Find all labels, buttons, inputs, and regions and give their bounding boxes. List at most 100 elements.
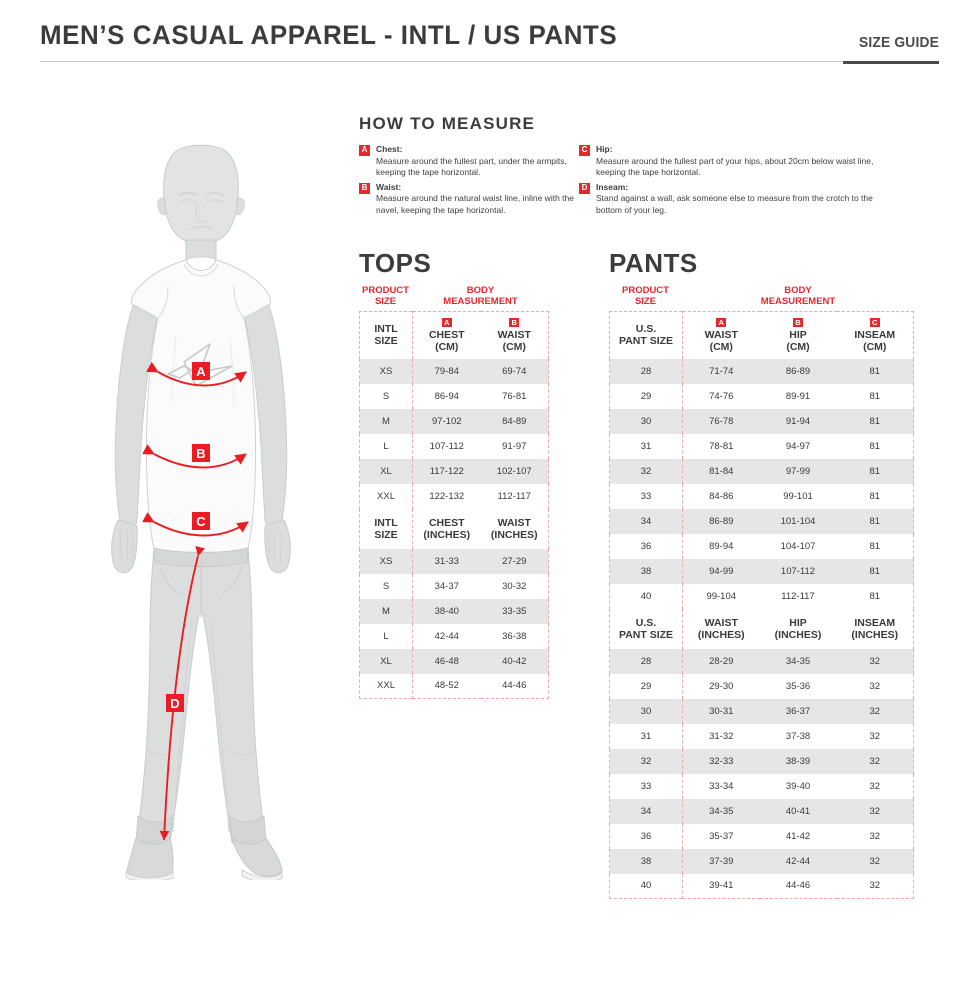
row-value-cell-1: 44-46 [785, 880, 811, 892]
marker-a-badge-icon: A [716, 317, 727, 327]
row-value-cell-1: 91-94 [759, 408, 837, 434]
table-row: XL 46-48 40-42 [359, 648, 549, 674]
row-value-cell-1: 37-38 [785, 730, 811, 742]
row-value-cell-1: 91-97 [502, 440, 527, 452]
row-size-cell: 31 [609, 723, 683, 749]
how-to-measure-title: HOW TO MEASURE [359, 114, 536, 133]
page-header: MEN’S CASUAL APPAREL - INTL / US PANTS S… [40, 20, 939, 64]
row-value-cell-0: 48-52 [434, 680, 459, 692]
row-value-cell-0: 117-122 [412, 458, 481, 484]
table-row: XXL 122-132 112-117 [359, 483, 549, 509]
row-value-cell-2: 32 [836, 748, 914, 774]
row-size-cell: XL [359, 458, 413, 484]
table-row: 29 74-76 89-91 81 [609, 383, 914, 409]
row-size-cell: XS [359, 358, 413, 384]
table-row: L 42-44 36-38 [359, 623, 549, 649]
row-value-cell-2: 81 [836, 508, 914, 534]
row-size-cell: 30 [609, 408, 683, 434]
table-row: M 97-102 84-89 [359, 408, 549, 434]
figure-body-shape [111, 144, 291, 574]
row-value-cell-1: 76-81 [502, 390, 527, 402]
row-value-cell-1: 30-32 [502, 580, 527, 592]
pants-title: PANTS [609, 248, 698, 278]
row-value-cell-1: 36-38 [502, 630, 527, 642]
row-value-cell-0: 33-34 [709, 780, 734, 792]
row-value-cell-2: 32 [836, 698, 914, 724]
row-size-cell: 36 [609, 533, 683, 559]
row-value-cell-0: 74-76 [709, 390, 734, 402]
row-size-cell: 38 [609, 848, 683, 874]
row-size-cell: 34 [609, 798, 683, 824]
table-row: 40 39-41 44-46 32 [609, 873, 914, 899]
table-row: XXL 48-52 44-46 [359, 673, 549, 699]
marker-a-badge-icon: A [359, 145, 370, 156]
figure-shoes [125, 836, 283, 882]
tops-title: TOPS [359, 248, 432, 278]
row-value-cell-0: 97-102 [412, 408, 481, 434]
measure-item-inseam: D Inseam: Stand against a wall, ask some… [579, 182, 879, 217]
tops-size-column-header: INTL SIZE [359, 311, 413, 359]
table-row: 40 99-104 112-117 81 [609, 583, 914, 609]
tops-product-size-line2: SIZE [374, 296, 397, 307]
pants-header-row: U.S. PANT SIZE WAIST (INCHES) HIP (INCHES) INS… [609, 608, 914, 649]
row-value-cell-0: 31-33 [412, 548, 481, 574]
measure-item-waist-text: Measure around the natural waist line, i… [376, 193, 574, 215]
tops-column-header-1: WAIST (INCHES) [480, 508, 549, 549]
row-value-cell-0: 107-112 [429, 440, 464, 452]
how-to-measure-column-right: C Hip: Measure around the fullest part o… [579, 144, 879, 219]
row-value-cell-1: 42-44 [759, 848, 837, 874]
measure-line-b: B [142, 444, 247, 469]
tops-body-measurement-line1: BODY [466, 285, 495, 296]
marker-c-badge-icon: C [579, 145, 590, 156]
row-value-cell-2: 81 [869, 490, 881, 502]
row-value-cell-1: 94-97 [785, 440, 811, 452]
row-value-cell-0: 79-84 [412, 358, 481, 384]
row-value-cell-2: 81 [836, 358, 914, 384]
how-to-measure-section: HOW TO MEASURE A Chest: Measure around t… [359, 114, 919, 219]
row-size-cell: L [359, 433, 413, 459]
row-value-cell-0: 84-86 [709, 490, 734, 502]
marker-d-icon [166, 694, 184, 712]
table-row: 29 29-30 35-36 32 [609, 673, 914, 699]
row-size-cell: 29 [609, 673, 683, 699]
pants-body-measurement-line2: MEASUREMENT [760, 296, 836, 307]
row-value-cell-1: 97-99 [759, 458, 837, 484]
measure-item-inseam-label: Inseam: [596, 181, 629, 192]
marker-d-letter: D [170, 696, 179, 711]
row-value-cell-1: 35-36 [785, 680, 811, 692]
table-row: 34 86-89 101-104 81 [609, 508, 914, 534]
measure-line-d: D [159, 545, 206, 841]
marker-b-badge-icon: B [359, 182, 370, 194]
tops-header-row: INTL SIZE A CHEST (CM) B WAIST (CM) [359, 311, 549, 359]
pants-group-headers: PRODUCT SIZE BODY MEASUREMENT [609, 285, 914, 311]
pants-size-table-block: PANTS PRODUCT SIZE BODY MEASUREMENT U.S.… [609, 248, 914, 899]
measure-item-inseam-text: Stand against a wall, ask someone else t… [596, 193, 873, 215]
table-row: 31 31-32 37-38 32 [609, 723, 914, 749]
row-value-cell-1: 33-35 [480, 598, 549, 624]
page-title: MEN’S CASUAL APPAREL - INTL / US PANTS [40, 20, 618, 50]
tops-column-header-0: A CHEST (CM) [412, 311, 481, 359]
row-value-cell-1: 101-104 [759, 508, 837, 534]
pants-column-header-2: C INSEAM (CM) [836, 311, 914, 359]
row-value-cell-1: 34-35 [759, 648, 837, 674]
figure-tshirt [131, 256, 271, 553]
marker-b-icon [192, 444, 210, 462]
row-value-cell-1: 112-117 [781, 590, 815, 602]
row-value-cell-1: 27-29 [480, 548, 549, 574]
row-value-cell-0: 86-94 [434, 390, 459, 402]
size-guide-label: SIZE GUIDE [858, 34, 939, 51]
table-row: XL 117-122 102-107 [359, 458, 549, 484]
table-row: 28 28-29 34-35 32 [609, 648, 914, 674]
row-value-cell-0: 78-81 [709, 440, 734, 452]
measure-item-chest-text: Measure around the fullest part, under t… [376, 155, 567, 178]
tops-group-headers: PRODUCT SIZE BODY MEASUREMENT [359, 285, 549, 311]
row-size-cell: 40 [609, 873, 683, 899]
table-row: XS 31-33 27-29 [359, 548, 549, 574]
row-value-cell-2: 32 [869, 780, 881, 792]
pants-size-column-header: U.S. PANT SIZE [609, 608, 683, 649]
row-value-cell-0: 94-99 [682, 558, 760, 584]
table-row: 28 71-74 86-89 81 [609, 358, 914, 384]
row-value-cell-0: 29-30 [709, 680, 734, 692]
row-value-cell-1: 40-42 [480, 648, 549, 674]
pants-column-header-1: HIP (INCHES) [759, 608, 837, 649]
